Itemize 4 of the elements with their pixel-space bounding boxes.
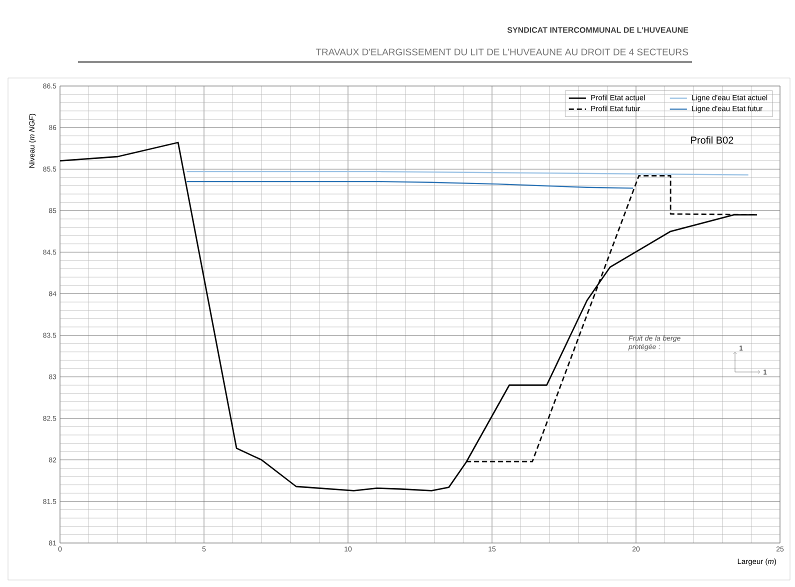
chart-subtitle: TRAVAUX D'ELARGISSEMENT DU LIT DE L'HUVEAUNE AU DROIT DE 4 SECTEURS [316, 48, 688, 56]
annotation: Profil B02 [691, 136, 734, 144]
chart-title: SYNDICAT INTERCOMMUNAL DE L'HUVEAUNE [507, 27, 688, 33]
line-series [186, 180, 634, 189]
